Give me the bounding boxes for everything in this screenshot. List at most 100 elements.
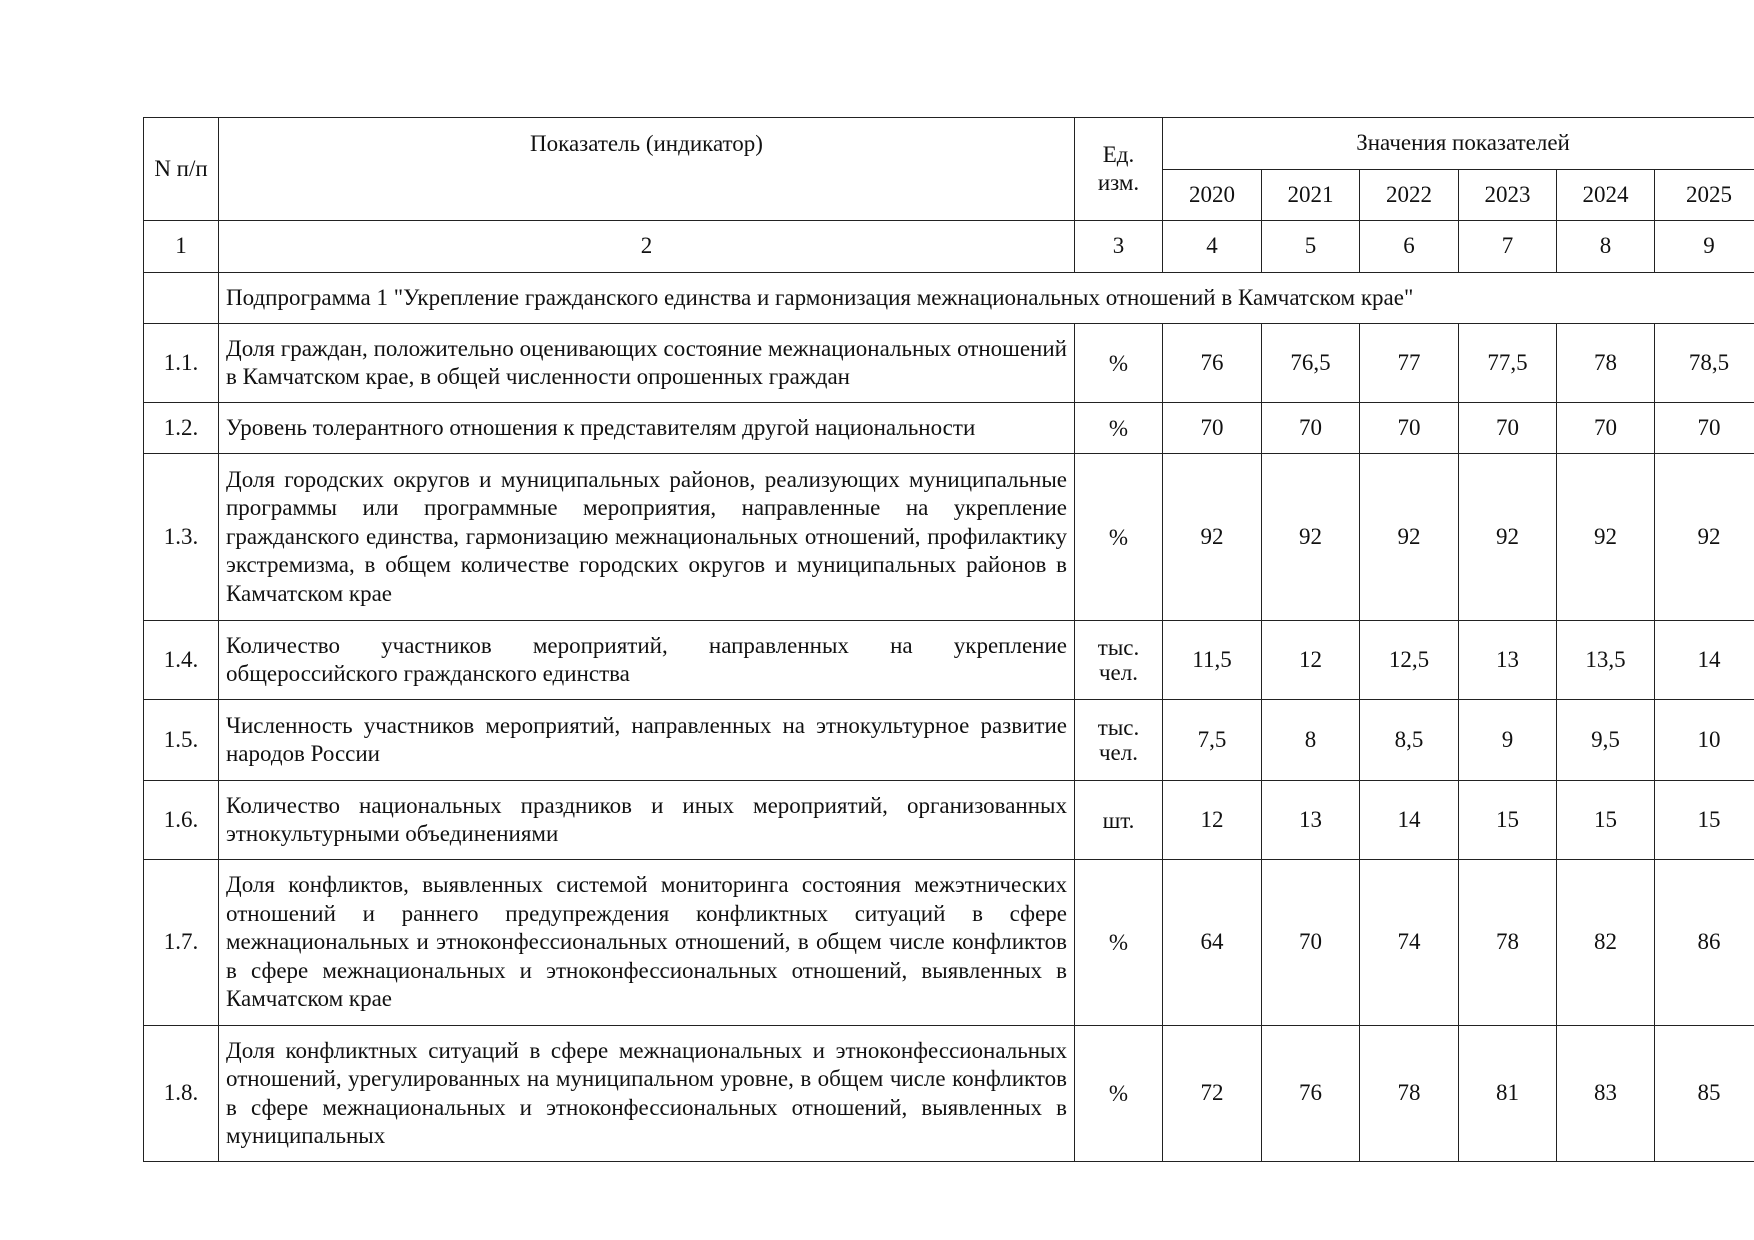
table-row: 1.2. Уровень толерантного отношения к пре… xyxy=(143,402,1754,454)
row-value: 15 xyxy=(1458,780,1557,860)
row-value: 83 xyxy=(1556,1025,1655,1162)
header-row: N п/п Показатель (индикатор) Ед. изм. Зн… xyxy=(143,117,1754,221)
row-value: 13 xyxy=(1458,620,1557,700)
row-indicator: Доля городских округов и муниципальных р… xyxy=(218,453,1075,621)
header-unit: Ед. изм. xyxy=(1074,117,1163,221)
subprogram-row: Подпрограмма 1 "Укрепление гражданского … xyxy=(143,272,1754,324)
row-value: 70 xyxy=(1653,402,1754,454)
table-row: 1.6. Количество национальных праздников и… xyxy=(143,780,1754,860)
row-value: 12 xyxy=(1162,780,1262,860)
row-value: 85 xyxy=(1653,1025,1754,1162)
header-year: 2024 xyxy=(1556,169,1655,221)
header-year: 2020 xyxy=(1162,169,1262,221)
row-unit: % xyxy=(1074,1025,1163,1162)
row-value: 77 xyxy=(1359,323,1459,403)
row-unit: % xyxy=(1074,323,1163,403)
row-value: 70 xyxy=(1458,402,1557,454)
row-value: 77,5 xyxy=(1458,323,1557,403)
header-indicator: Показатель (индикатор) xyxy=(218,117,1075,221)
row-value: 8 xyxy=(1261,699,1360,781)
row-num: 1.7. xyxy=(143,859,219,1026)
row-value: 92 xyxy=(1359,453,1459,621)
row-value: 15 xyxy=(1556,780,1655,860)
row-value: 14 xyxy=(1653,620,1754,700)
column-number: 8 xyxy=(1556,220,1655,273)
row-value: 7,5 xyxy=(1162,699,1262,781)
header-year: 2023 xyxy=(1458,169,1557,221)
row-unit: % xyxy=(1074,402,1163,454)
header-year: 2022 xyxy=(1359,169,1459,221)
column-number: 7 xyxy=(1458,220,1557,273)
row-value: 13 xyxy=(1261,780,1360,860)
row-value: 9,5 xyxy=(1556,699,1655,781)
row-num: 1.4. xyxy=(143,620,219,700)
row-indicator: Количество участников мероприятий, напра… xyxy=(218,620,1075,700)
table-row: 1.4. Количество участников мероприятий, н… xyxy=(143,620,1754,700)
row-value: 86 xyxy=(1653,859,1754,1026)
row-num: 1.3. xyxy=(143,453,219,621)
column-number: 1 xyxy=(143,220,219,273)
row-value: 82 xyxy=(1556,859,1655,1026)
row-unit: шт. xyxy=(1074,780,1163,860)
row-num: 1.8. xyxy=(143,1025,219,1162)
row-value: 15 xyxy=(1653,780,1754,860)
row-value: 78 xyxy=(1458,859,1557,1026)
table-row: 1.3. Доля городских округов и муниципальн… xyxy=(143,453,1754,621)
subprogram-title: Подпрограмма 1 "Укрепление гражданского … xyxy=(217,272,1754,324)
row-value: 70 xyxy=(1359,402,1459,454)
header-year: 2021 xyxy=(1261,169,1360,221)
row-value: 72 xyxy=(1162,1025,1262,1162)
row-value: 92 xyxy=(1458,453,1557,621)
row-value: 13,5 xyxy=(1556,620,1655,700)
row-indicator: Уровень толерантного отношения к предста… xyxy=(218,402,1075,454)
row-unit: тыс. чел. xyxy=(1074,620,1163,700)
row-value: 12,5 xyxy=(1359,620,1459,700)
column-number: 6 xyxy=(1359,220,1459,273)
row-value: 76 xyxy=(1162,323,1262,403)
table-row: 1.7. Доля конфликтов, выявленных системой… xyxy=(143,859,1754,1026)
row-value: 92 xyxy=(1556,453,1655,621)
row-unit: тыс. чел. xyxy=(1074,699,1163,781)
row-unit: % xyxy=(1074,453,1163,621)
table-row: 1.1. Доля граждан, положительно оценивающ… xyxy=(143,323,1754,403)
table-row: 1.5. Численность участников мероприятий, … xyxy=(143,699,1754,781)
row-indicator: Численность участников мероприятий, напр… xyxy=(218,699,1075,781)
column-number: 3 xyxy=(1074,220,1163,273)
row-num: 1.6. xyxy=(143,780,219,860)
column-number: 5 xyxy=(1261,220,1360,273)
row-num: 1.2. xyxy=(143,402,219,454)
subprogram-num xyxy=(143,272,219,324)
row-value: 78 xyxy=(1359,1025,1459,1162)
row-value: 64 xyxy=(1162,859,1262,1026)
row-value: 70 xyxy=(1556,402,1655,454)
row-value: 70 xyxy=(1261,402,1360,454)
row-value: 92 xyxy=(1162,453,1262,621)
column-number: 9 xyxy=(1653,220,1754,273)
row-value: 8,5 xyxy=(1359,699,1459,781)
row-value: 81 xyxy=(1458,1025,1557,1162)
row-value: 76 xyxy=(1261,1025,1360,1162)
row-num: 1.1. xyxy=(143,323,219,403)
row-unit: % xyxy=(1074,859,1163,1026)
row-value: 12 xyxy=(1261,620,1360,700)
row-indicator: Доля конфликтных ситуаций в сфере межнац… xyxy=(218,1025,1075,1162)
row-value: 92 xyxy=(1653,453,1754,621)
header-values: Значения показателей xyxy=(1161,117,1754,170)
row-value: 78,5 xyxy=(1653,323,1754,403)
row-value: 11,5 xyxy=(1162,620,1262,700)
row-value: 14 xyxy=(1359,780,1459,860)
row-value: 76,5 xyxy=(1261,323,1360,403)
row-indicator: Доля граждан, положительно оценивающих с… xyxy=(218,323,1075,403)
row-value: 70 xyxy=(1261,859,1360,1026)
row-value: 10 xyxy=(1653,699,1754,781)
row-value: 78 xyxy=(1556,323,1655,403)
row-value: 70 xyxy=(1162,402,1262,454)
row-value: 74 xyxy=(1359,859,1459,1026)
header-num: N п/п xyxy=(143,117,219,221)
header-year: 2025 xyxy=(1653,169,1754,221)
row-value: 92 xyxy=(1261,453,1360,621)
table-row: 1.8. Доля конфликтных ситуаций в сфере ме… xyxy=(143,1025,1754,1162)
row-value: 9 xyxy=(1458,699,1557,781)
column-number: 2 xyxy=(218,220,1075,273)
